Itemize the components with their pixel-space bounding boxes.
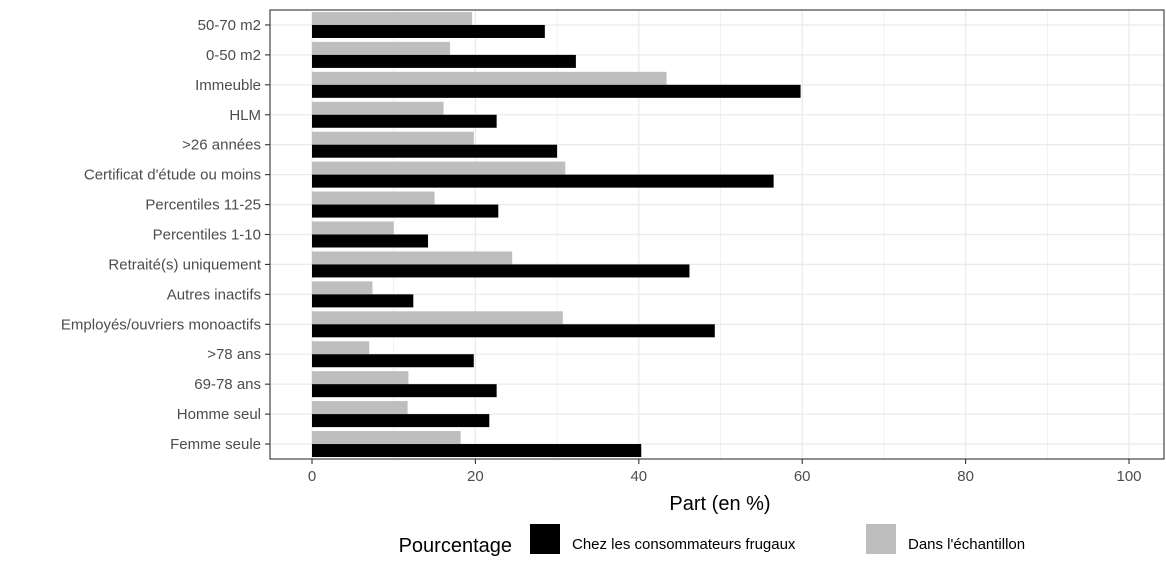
legend-entry-label: Chez les consommateurs frugaux — [572, 536, 796, 553]
y-tick-label: Employés/ouvriers monoactifs — [61, 316, 261, 333]
bar — [312, 114, 497, 128]
x-axis: 0 20 40 60 80 100 — [308, 459, 1142, 485]
y-tick-label: Femme seule — [170, 436, 261, 453]
y-tick-label: 0-50 m2 — [206, 47, 261, 64]
bar — [312, 281, 373, 295]
bar — [312, 431, 461, 445]
x-tick-label: 40 — [630, 468, 647, 485]
bar — [312, 54, 576, 68]
bar — [312, 161, 566, 175]
y-tick-label: Certificat d'étude ou moins — [84, 167, 261, 184]
bar — [312, 191, 435, 205]
bar — [312, 384, 497, 398]
bar — [312, 311, 563, 325]
y-tick-label: Immeuble — [195, 77, 261, 94]
bar — [312, 71, 667, 85]
bar — [312, 354, 474, 368]
y-tick-label: Percentiles 1-10 — [153, 227, 261, 244]
bar — [312, 24, 545, 38]
y-tick-label: 69-78 ans — [194, 376, 261, 393]
y-tick-label: Homme seul — [177, 406, 261, 423]
bar — [312, 341, 370, 355]
bar — [312, 84, 801, 98]
y-tick-label: HLM — [229, 107, 261, 124]
y-tick-label: >26 années — [182, 137, 261, 154]
bar — [312, 101, 444, 115]
y-tick-label: Percentiles 11-25 — [145, 197, 261, 214]
bar — [312, 414, 490, 428]
bar — [312, 234, 429, 248]
bar — [312, 444, 642, 458]
bar — [312, 144, 558, 158]
y-tick-label: >78 ans — [207, 346, 261, 363]
bar — [312, 131, 474, 145]
bar — [312, 221, 394, 235]
y-tick-label: Autres inactifs — [167, 286, 261, 303]
legend: Pourcentage Chez les consommateurs fruga… — [399, 524, 1025, 557]
bar — [312, 401, 408, 415]
bars — [312, 11, 801, 458]
y-tick-label: Retraité(s) uniquement — [108, 256, 261, 273]
bar — [312, 174, 774, 188]
bar — [312, 204, 499, 218]
bar — [312, 11, 473, 25]
bar — [312, 371, 409, 385]
x-tick-label: 60 — [794, 468, 811, 485]
y-axis: 50-70 m2 0-50 m2 Immeuble HLM >26 années Cert… — [61, 17, 270, 453]
x-tick-label: 100 — [1116, 468, 1141, 485]
bar — [312, 294, 414, 308]
legend-entry-label: Dans l'échantillon — [908, 536, 1025, 553]
x-tick-label: 80 — [957, 468, 974, 485]
y-tick-label: 50-70 m2 — [198, 17, 261, 34]
x-axis-title: Part (en %) — [669, 493, 770, 515]
legend-swatch — [866, 524, 896, 554]
bar — [312, 41, 451, 55]
legend-swatch — [530, 524, 560, 554]
bar — [312, 251, 513, 265]
bar — [312, 324, 715, 338]
bar — [312, 264, 690, 278]
x-tick-label: 0 — [308, 468, 316, 485]
x-tick-label: 20 — [467, 468, 484, 485]
legend-title: Pourcentage — [399, 535, 512, 557]
